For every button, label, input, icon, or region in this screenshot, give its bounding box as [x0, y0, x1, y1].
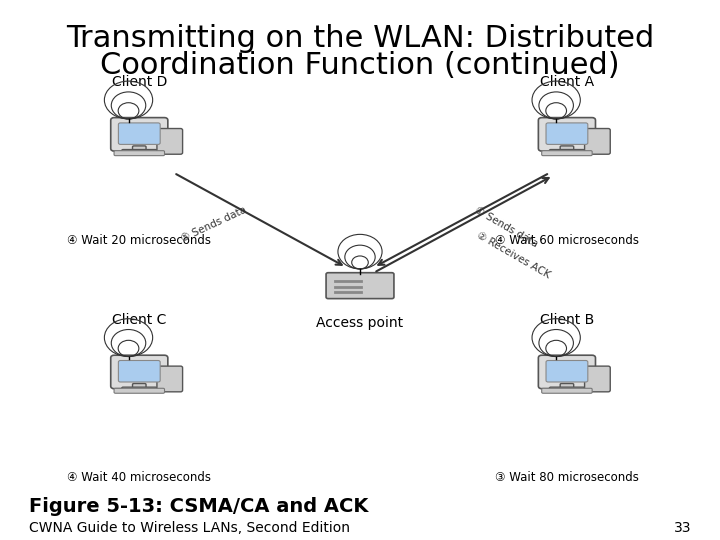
FancyBboxPatch shape — [546, 361, 588, 382]
FancyBboxPatch shape — [132, 146, 146, 152]
Text: ④ Wait 40 microseconds: ④ Wait 40 microseconds — [67, 471, 211, 484]
FancyBboxPatch shape — [118, 361, 160, 382]
Text: Client D: Client D — [112, 75, 167, 89]
FancyBboxPatch shape — [111, 118, 168, 151]
FancyBboxPatch shape — [585, 366, 611, 392]
FancyBboxPatch shape — [122, 150, 157, 154]
FancyBboxPatch shape — [549, 150, 585, 154]
FancyBboxPatch shape — [546, 123, 588, 144]
FancyBboxPatch shape — [157, 129, 183, 154]
Text: ⑤ Sends data: ⑤ Sends data — [180, 205, 248, 244]
FancyBboxPatch shape — [111, 355, 168, 389]
FancyBboxPatch shape — [118, 123, 160, 144]
FancyBboxPatch shape — [549, 387, 585, 392]
Text: Client A: Client A — [540, 75, 594, 89]
FancyBboxPatch shape — [541, 151, 592, 156]
Text: Coordination Function (continued): Coordination Function (continued) — [100, 51, 620, 80]
FancyBboxPatch shape — [326, 273, 394, 299]
Text: Client B: Client B — [540, 313, 594, 327]
FancyBboxPatch shape — [539, 118, 595, 151]
FancyBboxPatch shape — [560, 146, 574, 152]
FancyBboxPatch shape — [122, 387, 157, 392]
FancyBboxPatch shape — [114, 151, 164, 156]
FancyBboxPatch shape — [560, 383, 574, 390]
Text: CWNA Guide to Wireless LANs, Second Edition: CWNA Guide to Wireless LANs, Second Edit… — [29, 521, 350, 535]
Text: ③ Wait 80 microseconds: ③ Wait 80 microseconds — [495, 471, 639, 484]
FancyBboxPatch shape — [157, 366, 183, 392]
FancyBboxPatch shape — [114, 388, 164, 393]
Text: ④ Wait 20 microseconds: ④ Wait 20 microseconds — [67, 234, 211, 247]
FancyBboxPatch shape — [541, 388, 592, 393]
FancyBboxPatch shape — [539, 355, 595, 389]
FancyBboxPatch shape — [585, 129, 611, 154]
Text: Figure 5-13: CSMA/CA and ACK: Figure 5-13: CSMA/CA and ACK — [29, 497, 369, 516]
Text: Access point: Access point — [316, 316, 404, 330]
FancyBboxPatch shape — [132, 383, 146, 390]
Text: ④ Wait 60 microseconds: ④ Wait 60 microseconds — [495, 234, 639, 247]
Text: ② Receives ACK: ② Receives ACK — [474, 231, 552, 281]
Text: 33: 33 — [674, 521, 691, 535]
Text: Transmitting on the WLAN: Distributed: Transmitting on the WLAN: Distributed — [66, 24, 654, 53]
Text: Client C: Client C — [112, 313, 166, 327]
Text: ① Sends data: ① Sends data — [473, 205, 539, 249]
